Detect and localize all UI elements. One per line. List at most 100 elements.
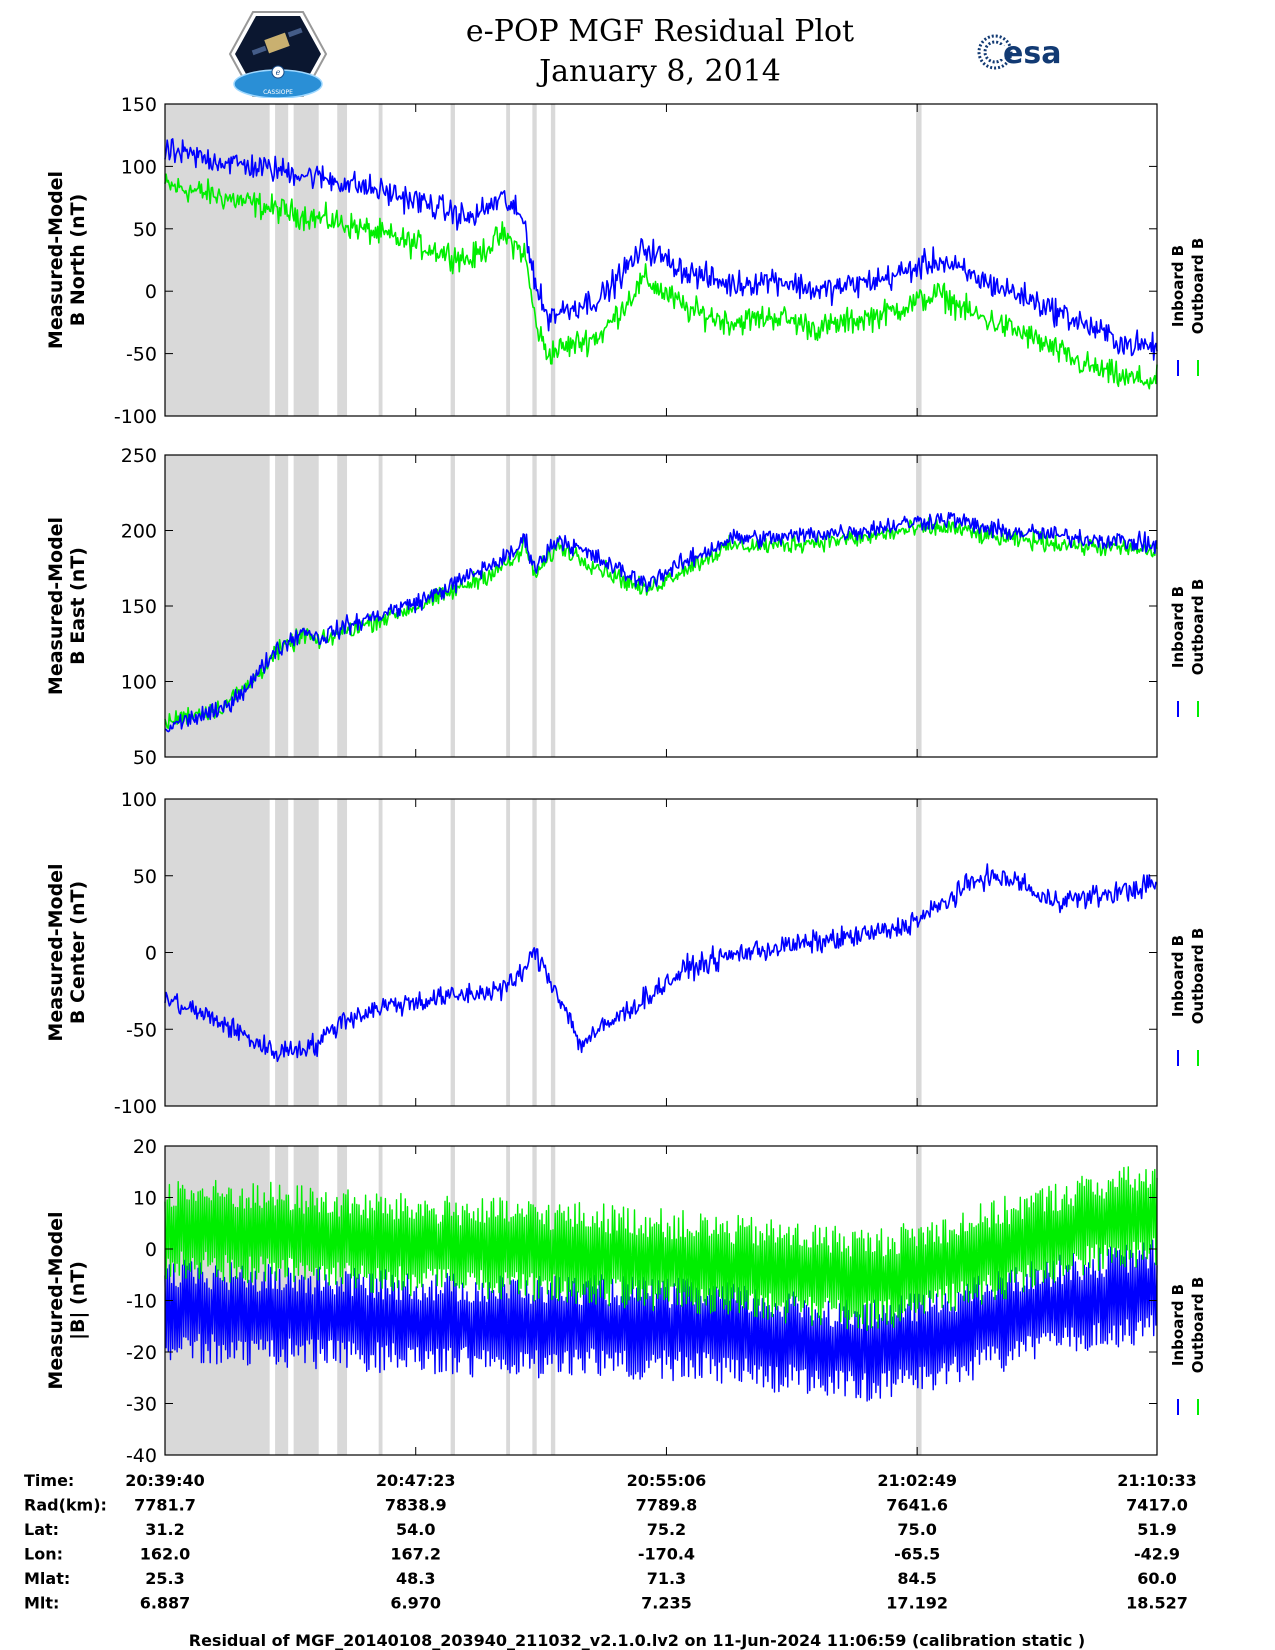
shaded-interval-3	[293, 799, 319, 1106]
ephemeris-row-label: Mlat:	[24, 1569, 70, 1588]
esa-logo-text: esa	[1003, 36, 1061, 71]
ephemeris-value: 75.2	[647, 1520, 686, 1539]
shaded-interval-1	[165, 104, 270, 416]
ephemeris-value: 7781.7	[134, 1496, 196, 1515]
y-tick-label: 100	[121, 156, 157, 178]
chart-panel-4: -40 -30 -20 -10 0 10 20 Measured-Model |B| (nT) I…	[45, 1136, 1207, 1467]
y-tick-label: 50	[133, 866, 157, 888]
legend-inboard-label: Inboard B	[1169, 586, 1187, 668]
ephemeris-value: 6.970	[390, 1594, 441, 1613]
shaded-interval-1	[165, 799, 270, 1106]
ephemeris-value: 48.3	[396, 1569, 435, 1588]
shaded-interval-10	[916, 799, 922, 1106]
ephemeris-row-label: Rad(km):	[24, 1496, 107, 1515]
y-tick-label: 100	[121, 672, 157, 694]
y-axis-label: |B| (nT)	[67, 1261, 89, 1340]
y-tick-label: 200	[121, 521, 157, 543]
ephemeris-value: 167.2	[390, 1545, 441, 1564]
ephemeris-value: 7838.9	[385, 1496, 447, 1515]
y-tick-label: 250	[121, 445, 157, 467]
epop-cassiope-logo-icon: e CASSIOPE	[228, 11, 328, 98]
plot-frame	[164, 103, 1158, 417]
shaded-interval-4	[337, 104, 348, 416]
chart-panel-2: 50 100 150 200 250 Measured-Model B East (nT) I…	[45, 445, 1207, 769]
ephemeris-value: 17.192	[886, 1594, 948, 1613]
shaded-interval-3	[293, 455, 319, 757]
shaded-interval-1	[165, 455, 270, 757]
y-axis-label: Measured-Model	[45, 1211, 67, 1389]
y-tick-label: 0	[145, 1239, 157, 1261]
y-tick-label: -10	[126, 1291, 157, 1313]
legend-inboard-label: Inboard B	[1169, 1284, 1187, 1366]
ephemeris-value: 18.527	[1126, 1594, 1188, 1613]
svg-text:e: e	[276, 68, 281, 77]
ephemeris-value: 21:02:49	[877, 1471, 957, 1490]
ephemeris-row-label: Lat:	[24, 1520, 59, 1539]
footer-caption: Residual of MGF_20140108_203940_211032_v…	[189, 1631, 1085, 1650]
y-tick-label: 150	[121, 596, 157, 618]
ephemeris-value: -65.5	[894, 1545, 940, 1564]
ephemeris-value: 31.2	[145, 1520, 184, 1539]
y-tick-label: -100	[114, 406, 157, 428]
shaded-interval-7	[506, 104, 511, 416]
legend-outboard-label: Outboard B	[1189, 579, 1207, 676]
series-line-outboard	[164, 1166, 1158, 1332]
ephemeris-value: 60.0	[1137, 1569, 1176, 1588]
chart-panel-1: -100 -50 0 50 100 150 Measured-Model B North (n…	[45, 94, 1207, 428]
shaded-interval-5	[378, 799, 383, 1106]
ephemeris-value: 7641.6	[886, 1496, 948, 1515]
y-tick-label: 0	[145, 281, 157, 303]
shaded-interval-9	[550, 799, 556, 1106]
series-line-outboard	[164, 517, 1158, 729]
ephemeris-row-label: Mlt:	[24, 1594, 59, 1613]
legend-outboard-label: Outboard B	[1189, 238, 1207, 335]
y-tick-label: -30	[126, 1394, 157, 1416]
ephemeris-value: 25.3	[145, 1569, 184, 1588]
y-tick-label: -20	[126, 1342, 157, 1364]
y-tick-label: 100	[121, 789, 157, 811]
y-tick-label: -40	[126, 1445, 157, 1467]
legend-inboard-label: Inboard B	[1169, 245, 1187, 327]
shaded-interval-2	[275, 104, 289, 416]
ephemeris-value: 20:47:23	[376, 1471, 456, 1490]
chart-panel-3: -100 -50 0 50 100 Measured-Model B Center (nT)…	[45, 789, 1207, 1118]
ephemeris-row-label: Lon:	[24, 1545, 63, 1564]
esa-logo-icon: esa	[977, 34, 1061, 71]
y-axis-label: B East (nT)	[67, 547, 89, 665]
shaded-interval-2	[275, 799, 289, 1106]
y-axis-label: Measured-Model	[45, 171, 67, 349]
shaded-interval-4	[337, 799, 348, 1106]
mission-logo-text: CASSIOPE	[263, 89, 293, 96]
ephemeris-value: -170.4	[638, 1545, 695, 1564]
y-tick-label: -50	[126, 344, 157, 366]
ephemeris-value: -42.9	[1134, 1545, 1180, 1564]
ephemeris-value: 75.0	[897, 1520, 936, 1539]
ephemeris-value: 84.5	[897, 1569, 936, 1588]
y-tick-label: 10	[133, 1188, 157, 1210]
plot-date: January 8, 2014	[539, 54, 781, 89]
shaded-interval-6	[450, 104, 455, 416]
legend-outboard-label: Outboard B	[1189, 928, 1207, 1025]
ephemeris-row-label: Time:	[24, 1471, 74, 1490]
ephemeris-value: 51.9	[1137, 1520, 1176, 1539]
ephemeris-value: 20:55:06	[627, 1471, 707, 1490]
y-axis-label: Measured-Model	[45, 863, 67, 1041]
shaded-interval-8	[532, 104, 537, 416]
series-line-inboard	[164, 863, 1158, 1063]
shaded-interval-5	[378, 455, 383, 757]
ephemeris-value: 7417.0	[1126, 1496, 1188, 1515]
shaded-interval-7	[506, 1146, 511, 1455]
shaded-interval-6	[450, 799, 455, 1106]
y-tick-label: 150	[121, 94, 157, 116]
shaded-interval-6	[450, 455, 455, 757]
y-axis-label: B North (nT)	[67, 194, 89, 327]
shaded-interval-7	[506, 799, 511, 1106]
ephemeris-value: 21:10:33	[1117, 1471, 1197, 1490]
shaded-interval-2	[275, 455, 289, 757]
series-line-inboard	[164, 138, 1158, 361]
shaded-interval-9	[550, 455, 556, 757]
shaded-interval-4	[337, 455, 348, 757]
y-tick-label: 50	[133, 747, 157, 769]
y-axis-label: Measured-Model	[45, 517, 67, 695]
